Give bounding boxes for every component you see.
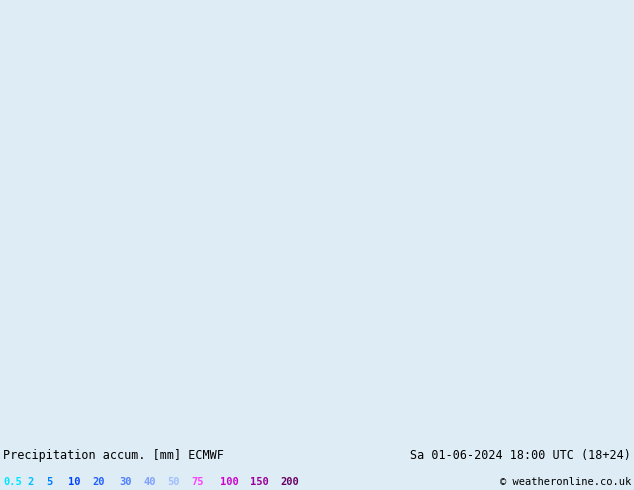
Text: 30: 30: [119, 477, 132, 487]
Text: 200: 200: [281, 477, 300, 487]
Text: 50: 50: [167, 477, 180, 487]
Text: 0.5: 0.5: [3, 477, 22, 487]
Text: Sa 01-06-2024 18:00 UTC (18+24): Sa 01-06-2024 18:00 UTC (18+24): [410, 449, 631, 463]
Text: 5: 5: [46, 477, 53, 487]
Text: 75: 75: [191, 477, 204, 487]
Text: 2: 2: [27, 477, 34, 487]
Text: 20: 20: [93, 477, 105, 487]
Text: 150: 150: [250, 477, 269, 487]
Text: Precipitation accum. [mm] ECMWF: Precipitation accum. [mm] ECMWF: [3, 449, 224, 463]
Text: 100: 100: [220, 477, 239, 487]
Text: © weatheronline.co.uk: © weatheronline.co.uk: [500, 477, 631, 487]
Text: 40: 40: [143, 477, 156, 487]
Text: 10: 10: [68, 477, 81, 487]
